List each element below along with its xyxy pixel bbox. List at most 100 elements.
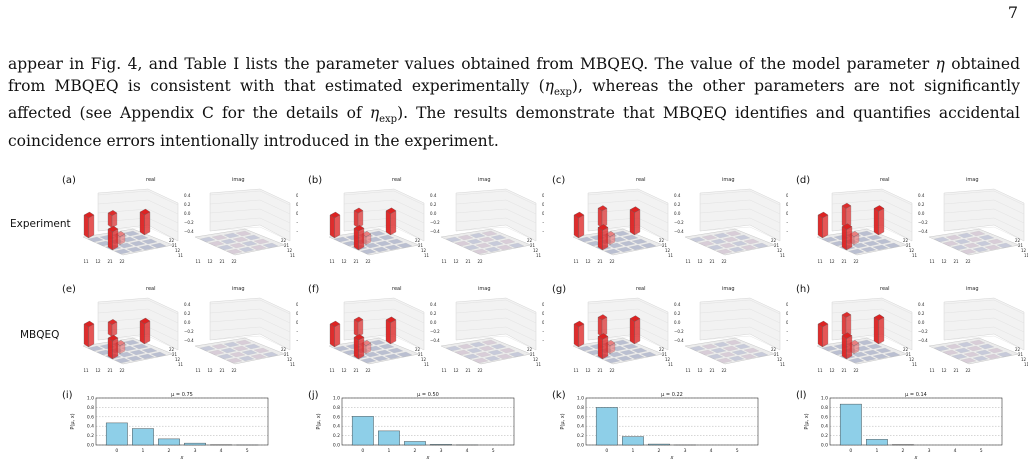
- panel-letter: (j): [308, 390, 319, 401]
- matrix-tile: [235, 230, 252, 237]
- z-tick-label: 0.4: [674, 302, 681, 307]
- matrix-tile: [884, 242, 901, 249]
- z-tick-label: 0.2: [918, 311, 925, 316]
- matrix-tile: [933, 345, 950, 352]
- subplot-title-real: real: [146, 286, 156, 292]
- z-tick-label: 0.2: [430, 311, 437, 316]
- y-tick-label: 12: [175, 357, 181, 362]
- y-axis-label: P(μ, x): [804, 413, 810, 429]
- x-tick-label: 22: [609, 368, 615, 373]
- matrix-tile: [217, 244, 234, 251]
- matrix-plot-svg: 0.40.20.0−0.2−0.411122122111221220.40.20…: [82, 297, 298, 373]
- matrix-tile: [616, 246, 633, 253]
- matrix-tile: [640, 351, 657, 358]
- x-tick-label: 12: [697, 259, 703, 264]
- bar-chart-panel: (k) 0.0 0.2 0.4 0.6 0.8 1.0 0 1 2 3 4 5 μ = 0.22 x P(μ,…: [552, 390, 788, 465]
- z-tick-label: −0.2: [542, 220, 544, 225]
- probability-bar: [378, 430, 400, 446]
- matrix-tile: [577, 345, 594, 352]
- plot-frame: [585, 397, 759, 446]
- y-tick-label: 21: [284, 243, 290, 248]
- matrix-panel: (a) real imag 0.4 0.2 0.0 −0.2 −0.4 11 12 21 22 11 12…: [62, 175, 298, 275]
- subplot-title-real: real: [146, 177, 156, 183]
- x-tick-label: 22: [119, 259, 125, 264]
- z-tick-label: 0.2: [786, 311, 788, 316]
- matrix-tile: [933, 236, 950, 243]
- matrix-tile: [966, 236, 983, 243]
- y-tick-label: 11: [536, 362, 542, 367]
- matrix-tile: [262, 351, 279, 358]
- matrix-tile: [238, 355, 255, 362]
- probability-bar: [595, 407, 618, 446]
- y-tick-label: 21: [1018, 243, 1024, 248]
- z-tick-label: 0.2: [542, 202, 544, 207]
- matrix-tile: [607, 351, 624, 358]
- matrix-tile: [150, 351, 167, 358]
- matrix-tile: [129, 349, 146, 356]
- page-number: 7: [1007, 3, 1018, 22]
- matrix-tile: [710, 238, 727, 245]
- matrix-tile: [942, 349, 959, 356]
- matrix-bar: [597, 314, 608, 337]
- z-tick-label: 0.2: [430, 202, 437, 207]
- y-tick-label: 12: [421, 357, 427, 362]
- matrix-bar: [107, 319, 118, 337]
- matrix-bar: [841, 223, 853, 251]
- y-tick-label: 21: [774, 243, 780, 248]
- matrix-tile: [689, 236, 706, 243]
- x-tick-label: 22: [119, 368, 125, 373]
- z-tick-label: 0.4: [918, 193, 925, 198]
- matrix-tile: [475, 242, 492, 249]
- y-tick-label: 22: [281, 238, 287, 243]
- y-tick-label: 12: [287, 357, 293, 362]
- panel-letter: (b): [308, 175, 323, 186]
- x-tick-label: 12: [207, 368, 213, 373]
- matrix-bar: [573, 320, 585, 348]
- z-tick-label: −0.4: [430, 229, 440, 234]
- y-tick-label: 12: [777, 357, 783, 362]
- x-tick-label: 1: [631, 448, 634, 454]
- z-tick-label: 0.0: [542, 211, 544, 216]
- matrix-tile: [238, 246, 255, 253]
- axes-3d: [194, 188, 291, 256]
- matrix-tile: [384, 353, 401, 360]
- z-tick-label: 0.0: [786, 320, 788, 325]
- matrix-tile: [208, 349, 225, 356]
- subplot-title-real: real: [636, 286, 646, 292]
- matrix-tile: [457, 343, 474, 350]
- row-label-experiment: Experiment: [10, 218, 71, 230]
- matrix-tile: [232, 345, 249, 352]
- x-tick-label: 12: [453, 368, 459, 373]
- matrix-tile: [728, 246, 745, 253]
- matrix-tile: [722, 345, 739, 352]
- matrix-tile: [945, 343, 962, 350]
- x-tick-label: 4: [710, 448, 713, 454]
- x-tick-label: 12: [585, 259, 591, 264]
- matrix-tile: [138, 353, 155, 360]
- chart-title: μ = 0.50: [417, 392, 439, 398]
- y-tick-label: 22: [659, 238, 665, 243]
- z-tick-label: 0.4: [674, 193, 681, 198]
- y-tick-label: 0.0: [821, 443, 828, 449]
- eta-symbol: η: [544, 76, 554, 95]
- matrix-tile: [631, 347, 648, 354]
- x-axis-label: x: [670, 455, 674, 461]
- x-tick-label: 21: [107, 259, 113, 264]
- x-tick-label: 21: [597, 368, 603, 373]
- x-tick-label: 22: [477, 259, 483, 264]
- matrix-bar: [353, 207, 364, 228]
- matrix-tile: [360, 357, 377, 364]
- panel-letter: (i): [62, 390, 73, 401]
- axes-3d: [928, 188, 1025, 256]
- y-tick-label: 0.4: [577, 424, 584, 430]
- x-tick-label: 11: [195, 368, 201, 373]
- bar-chart-svg: 0.0 0.2 0.4 0.6 0.8 1.0 0 1 2 3 4 5 μ = 0.75 x P(μ, x): [70, 392, 269, 461]
- matrix-tile: [445, 236, 462, 243]
- z-tick-label: −0.4: [296, 338, 298, 343]
- matrix-tile: [719, 242, 736, 249]
- matrix-bar: [115, 231, 126, 245]
- x-tick-label: 12: [829, 259, 835, 264]
- matrix-tile: [463, 353, 480, 360]
- y-tick-label: 11: [780, 362, 786, 367]
- matrix-tile: [713, 341, 730, 348]
